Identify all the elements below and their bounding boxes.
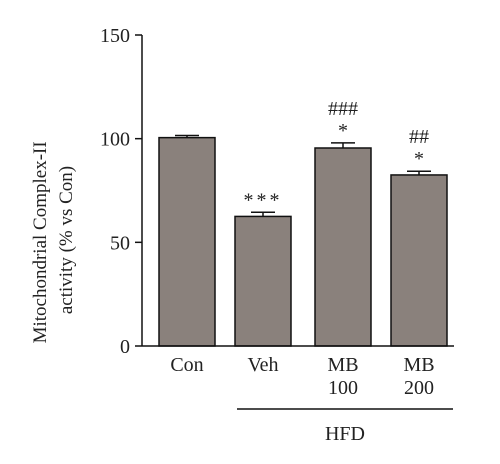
x-tick-label: Con (170, 354, 203, 376)
y-axis-label-line1: Mitochondrial Complex-II (30, 141, 51, 343)
y-tick-label: 150 (100, 25, 130, 47)
x-tick-label: MB (403, 354, 434, 376)
bar-veh (234, 215, 292, 347)
x-tick-label: Veh (247, 354, 278, 376)
y-axis: 0 50 100 150 (100, 25, 143, 358)
x-tick-label-line2: 100 (328, 377, 358, 399)
y-tick-label: 100 (100, 129, 130, 151)
significance-annotations: ****###*## (244, 98, 430, 211)
y-axis-label-line2: activity (% vs Con) (56, 166, 77, 314)
bar-mb-200 (390, 174, 448, 347)
bar-con (158, 136, 216, 347)
y-tick-label: 50 (110, 232, 130, 254)
y-tick-label: 0 (120, 336, 130, 358)
x-tick-label-line2: 200 (404, 377, 434, 399)
significance-marker-hash: ## (409, 126, 429, 148)
hfd-group-bracket: HFD (237, 408, 453, 445)
significance-marker: * (414, 148, 424, 170)
group-label: HFD (325, 423, 365, 445)
bar-mb-100 (314, 147, 372, 347)
bars (158, 134, 448, 347)
y-axis-label: Mitochondrial Complex-II activity (% vs … (30, 137, 77, 344)
x-tick-label: MB (327, 354, 358, 376)
significance-marker: *** (244, 189, 283, 211)
significance-marker: * (338, 120, 348, 142)
significance-marker-hash: ### (328, 98, 358, 120)
